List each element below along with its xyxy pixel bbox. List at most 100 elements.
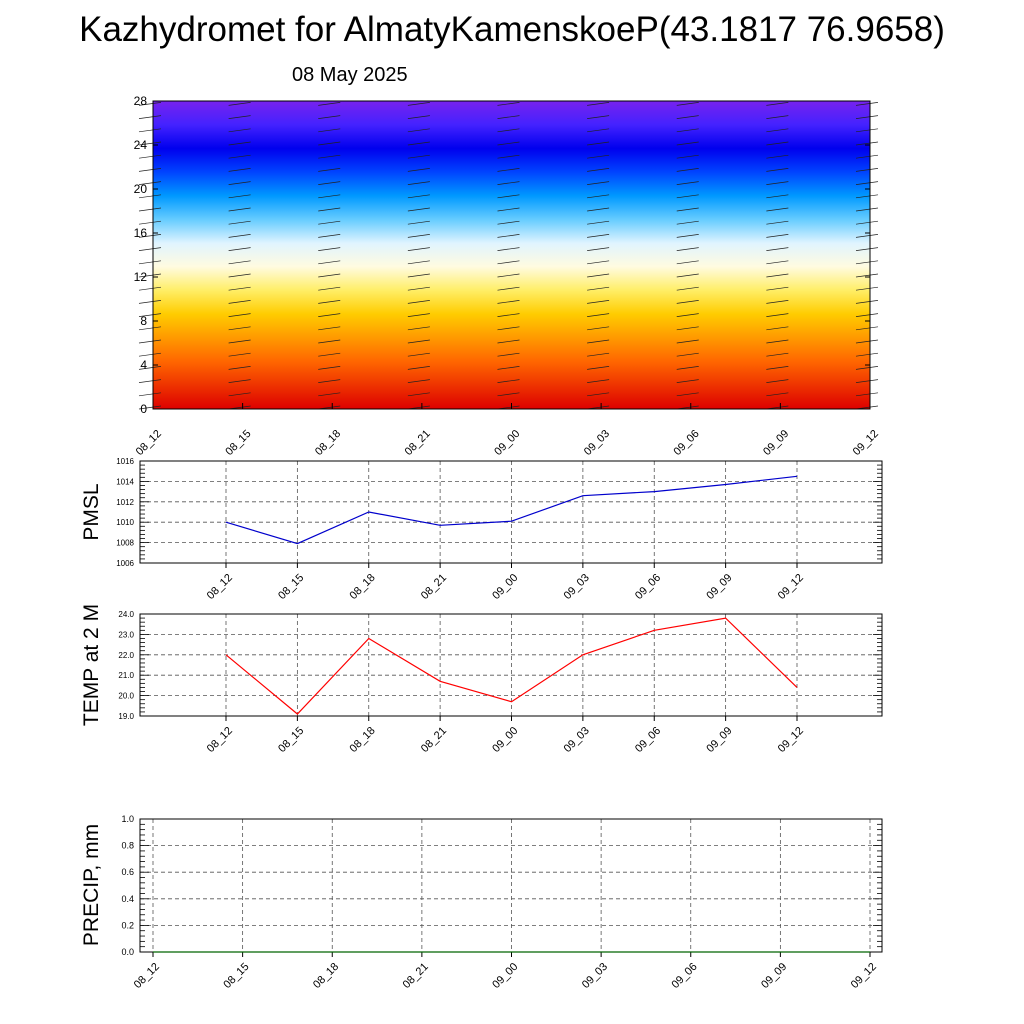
wind-barb bbox=[676, 339, 699, 344]
wind-barb bbox=[138, 141, 162, 146]
precip-frame bbox=[139, 818, 883, 953]
wind-barb bbox=[855, 326, 879, 331]
wind-barb-column bbox=[497, 102, 520, 410]
wind-barb bbox=[318, 234, 341, 238]
wind-barb bbox=[228, 115, 251, 119]
y-tick-label: 1006 bbox=[116, 559, 134, 568]
wind-barb bbox=[497, 220, 520, 225]
x-tick-label: 09_12 bbox=[776, 725, 806, 755]
y-tick-label: 23.0 bbox=[118, 630, 134, 639]
wind-barb bbox=[228, 379, 251, 383]
wind-barb bbox=[587, 115, 610, 119]
wind-barb bbox=[318, 366, 341, 370]
wind-barb bbox=[138, 168, 162, 172]
wind-barb bbox=[138, 247, 162, 251]
wind-barb bbox=[228, 273, 251, 278]
wind-barb bbox=[228, 366, 251, 370]
wind-barb bbox=[587, 141, 610, 146]
wind-barb bbox=[318, 379, 341, 383]
wind-barb-column bbox=[676, 102, 699, 410]
x-tick-label: 09_09 bbox=[704, 572, 734, 602]
x-tick-label: 09_00 bbox=[490, 572, 520, 602]
wind-barb bbox=[407, 260, 430, 265]
wind-barb bbox=[855, 181, 879, 185]
wind-barb bbox=[138, 326, 162, 331]
y-tick-label: 1012 bbox=[116, 498, 134, 507]
wind-barb bbox=[228, 141, 251, 146]
wind-barb bbox=[587, 339, 610, 344]
y-tick-label: 1014 bbox=[116, 477, 134, 486]
y-tick-label: 0.8 bbox=[121, 841, 134, 851]
wind-barb bbox=[587, 247, 610, 251]
x-tick-label: 08_15 bbox=[276, 572, 306, 602]
wind-barb bbox=[855, 313, 879, 317]
wind-barb bbox=[228, 128, 251, 133]
wind-barb bbox=[228, 220, 251, 225]
x-tick-label: 09_03 bbox=[582, 428, 612, 458]
wind-barb bbox=[855, 260, 879, 265]
wind-barb bbox=[318, 326, 341, 331]
wind-barb bbox=[855, 339, 879, 344]
wind-barb bbox=[497, 234, 520, 238]
wind-barb bbox=[766, 207, 789, 212]
wind-barb bbox=[766, 273, 789, 278]
x-tick-label: 08_21 bbox=[419, 572, 449, 602]
y-tick-label: 20 bbox=[134, 182, 148, 196]
x-tick-label: 09_09 bbox=[704, 725, 734, 755]
heatmap-panel: 0 4 8 12 16 20 24 28 08_12 08_15 08_18 08_21 09_00 09… bbox=[134, 94, 881, 458]
wind-barb bbox=[138, 194, 162, 199]
wind-barb bbox=[407, 168, 430, 172]
wind-barb bbox=[766, 194, 789, 199]
wind-barb bbox=[407, 220, 430, 225]
wind-barb bbox=[407, 247, 430, 251]
x-tick-label: 09_00 bbox=[492, 428, 522, 458]
x-tick-label: 09_06 bbox=[670, 961, 700, 991]
wind-barb bbox=[676, 286, 699, 291]
wind-barb bbox=[766, 379, 789, 383]
wind-barb bbox=[407, 313, 430, 317]
wind-barb bbox=[855, 300, 879, 304]
wind-barb bbox=[497, 366, 520, 370]
wind-barb bbox=[138, 207, 162, 212]
wind-barb bbox=[318, 168, 341, 172]
wind-barb bbox=[676, 168, 699, 172]
wind-barb bbox=[587, 207, 610, 212]
x-tick-label: 08_12 bbox=[134, 428, 164, 458]
wind-barb bbox=[497, 115, 520, 119]
wind-barb bbox=[407, 154, 430, 159]
wind-barb bbox=[676, 260, 699, 265]
x-tick-label: 09_03 bbox=[562, 725, 592, 755]
x-tick-label: 09_09 bbox=[761, 428, 791, 458]
wind-barb bbox=[587, 154, 610, 159]
wind-barb bbox=[497, 300, 520, 304]
wind-barb bbox=[855, 366, 879, 370]
wind-barb bbox=[228, 326, 251, 331]
wind-barb bbox=[497, 194, 520, 199]
wind-barb bbox=[497, 313, 520, 317]
wind-barb bbox=[138, 234, 162, 238]
wind-barb bbox=[855, 273, 879, 278]
wind-barb bbox=[855, 141, 879, 146]
wind-barb bbox=[766, 286, 789, 291]
x-tick-label: 08_15 bbox=[221, 961, 251, 991]
wind-barb bbox=[228, 234, 251, 238]
wind-barb bbox=[766, 220, 789, 225]
wind-barb bbox=[138, 286, 162, 291]
wind-barb bbox=[855, 207, 879, 212]
y-axis-label: PRECIP, mm bbox=[80, 824, 103, 946]
wind-barb bbox=[676, 273, 699, 278]
wind-barb bbox=[766, 339, 789, 344]
wind-barb bbox=[855, 220, 879, 225]
x-tick-label: 09_09 bbox=[759, 961, 789, 991]
wind-barb bbox=[138, 115, 162, 119]
x-tick-label: 08_18 bbox=[311, 961, 341, 991]
wind-barb bbox=[587, 102, 610, 106]
x-tick-label: 09_12 bbox=[776, 572, 806, 602]
wind-barb bbox=[228, 102, 251, 106]
wind-barb bbox=[855, 286, 879, 291]
wind-barb bbox=[497, 392, 520, 397]
wind-barb bbox=[676, 326, 699, 331]
wind-barb bbox=[407, 326, 430, 331]
wind-barb bbox=[228, 286, 251, 291]
wind-barb bbox=[318, 247, 341, 251]
